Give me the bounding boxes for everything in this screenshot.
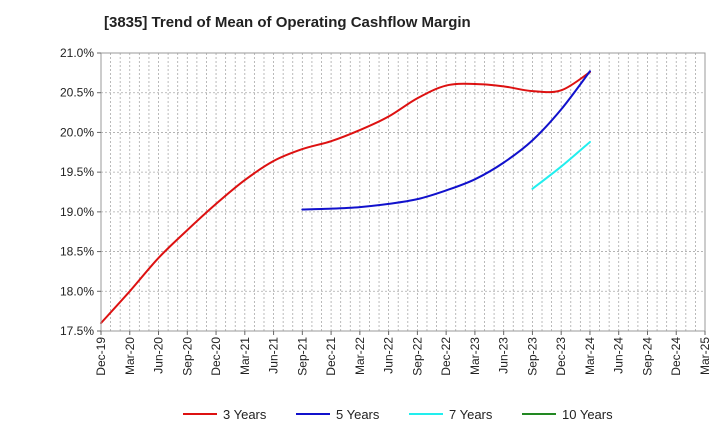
y-tick-label: 19.0%	[60, 205, 94, 219]
x-tick-label: Dec-21	[324, 337, 338, 376]
series-line-7-years	[531, 140, 591, 190]
x-axis: Dec-19 Mar-20 Jun-20 Sep-20 Dec-20 Mar-21 Jun-…	[94, 331, 712, 376]
x-tick-label: Jun-23	[497, 337, 511, 374]
x-tick-label: Dec-24	[669, 337, 683, 376]
x-tick-label: Dec-23	[554, 337, 568, 376]
legend-label: 3 Years	[223, 407, 267, 422]
chart-title: [3835] Trend of Mean of Operating Cashfl…	[104, 14, 471, 31]
series-layer	[100, 70, 591, 325]
legend-label: 7 Years	[449, 407, 493, 422]
y-tick-label: 20.5%	[60, 86, 94, 100]
y-tick-label: 20.0%	[60, 125, 94, 139]
x-tick-label: Jun-24	[612, 337, 626, 374]
y-tick-label: 18.0%	[60, 284, 94, 298]
y-tick-label: 18.5%	[60, 245, 94, 259]
x-tick-label: Sep-22	[410, 337, 424, 376]
x-tick-label: Mar-24	[583, 337, 597, 375]
x-tick-label: Dec-22	[439, 337, 453, 376]
legend-label: 5 Years	[336, 407, 380, 422]
y-tick-label: 19.5%	[60, 165, 94, 179]
x-tick-label: Sep-24	[640, 337, 654, 376]
x-tick-label: Dec-19	[94, 337, 108, 376]
x-tick-label: Mar-22	[353, 337, 367, 375]
x-tick-label: Sep-21	[295, 337, 309, 376]
grid-layer	[101, 53, 705, 331]
x-tick-label: Mar-25	[698, 337, 712, 375]
y-tick-label: 21.0%	[60, 46, 94, 60]
plot-frame	[100, 52, 706, 332]
x-tick-label: Mar-21	[238, 337, 252, 375]
y-axis: 17.5% 18.0% 18.5% 19.0% 19.5% 20.0% 20.5% 21.0%	[60, 46, 101, 338]
series-line-5-years	[301, 70, 591, 211]
x-tick-label: Jun-20	[152, 337, 166, 374]
x-tick-label: Sep-23	[525, 337, 539, 376]
x-tick-label: Dec-20	[209, 337, 223, 376]
legend: 3 Years 5 Years 7 Years 10 Years	[183, 407, 613, 422]
x-tick-label: Jun-22	[382, 337, 396, 374]
series-line-3-years	[100, 71, 591, 325]
y-tick-label: 17.5%	[60, 324, 94, 338]
x-tick-label: Jun-21	[267, 337, 281, 374]
x-tick-label: Mar-23	[468, 337, 482, 375]
legend-label: 10 Years	[562, 407, 613, 422]
x-tick-label: Sep-20	[180, 337, 194, 376]
x-tick-label: Mar-20	[123, 337, 137, 375]
